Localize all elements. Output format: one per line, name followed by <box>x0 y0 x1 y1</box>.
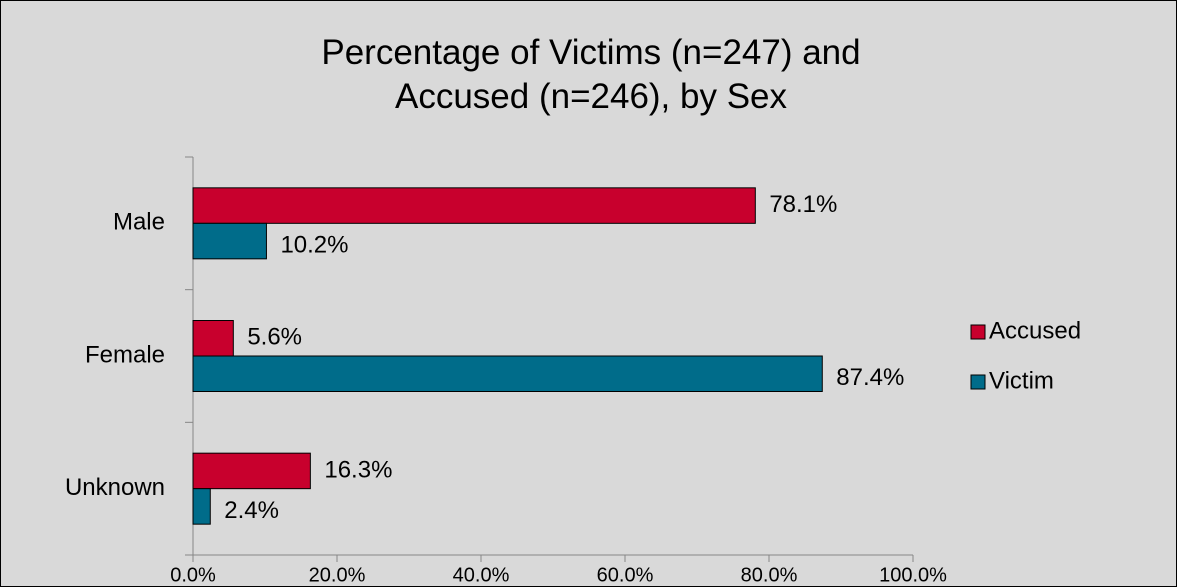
x-tick-label: 100.0% <box>879 564 947 586</box>
data-label: 5.6% <box>247 324 302 351</box>
x-tick-label: 0.0% <box>170 564 216 586</box>
data-label: 2.4% <box>224 497 279 524</box>
x-tick-label: 40.0% <box>453 564 510 586</box>
legend-swatch <box>970 374 986 390</box>
data-label: 10.2% <box>280 231 348 258</box>
y-tick-label: Female <box>85 341 165 368</box>
x-tick-label: 60.0% <box>597 564 654 586</box>
y-tick-label: Male <box>113 209 165 236</box>
bar <box>192 355 823 392</box>
legend-label: Victim <box>989 367 1054 394</box>
bar <box>192 222 267 260</box>
bar <box>192 452 311 490</box>
y-tick-label: Unknown <box>65 474 165 501</box>
bar <box>192 488 211 525</box>
bar <box>192 320 234 357</box>
data-label: 78.1% <box>769 191 837 218</box>
data-label: 16.3% <box>324 456 392 483</box>
legend-label: Accused <box>989 317 1081 344</box>
data-label: 87.4% <box>836 364 904 391</box>
legend-swatch <box>970 324 986 340</box>
chart-title: Percentage of Victims (n=247) and Accuse… <box>321 33 861 116</box>
x-tick-label: 80.0% <box>741 564 798 586</box>
x-tick-label: 20.0% <box>309 564 366 586</box>
bar <box>192 187 756 224</box>
